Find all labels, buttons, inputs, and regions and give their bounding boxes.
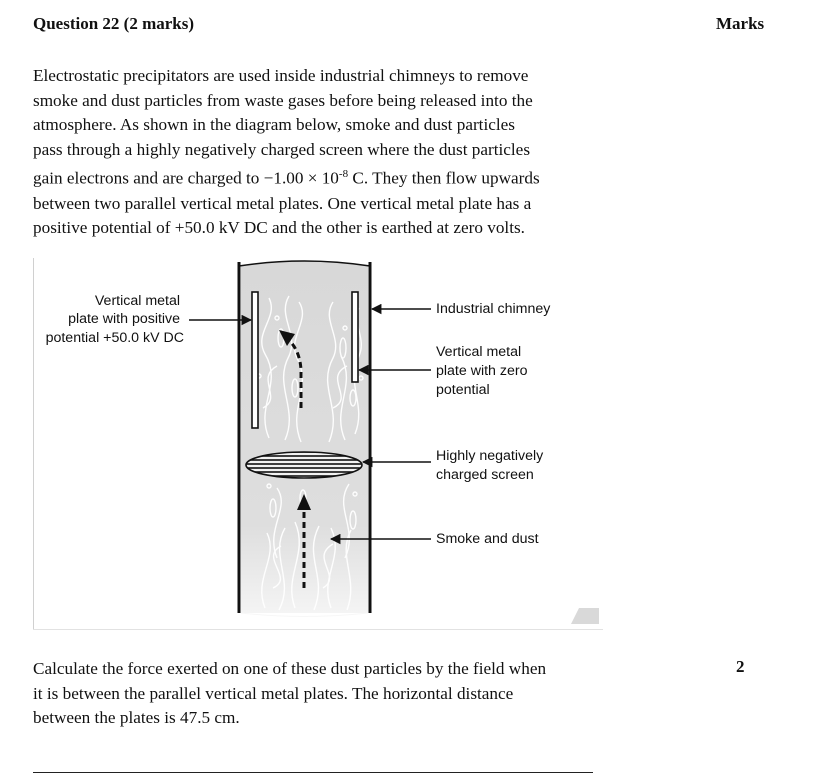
intro-line: positive potential of +50.0 kV DC and th… bbox=[33, 218, 525, 238]
precipitator-diagram: Vertical metal plate with positive poten… bbox=[33, 258, 603, 630]
intro-line: pass through a highly negatively charged… bbox=[33, 139, 531, 159]
calc-line: between the plates is 47.5 cm. bbox=[33, 708, 240, 728]
charge-suffix: C. They then flow upwards bbox=[348, 169, 540, 189]
calc-line: Calculate the force exerted on one of th… bbox=[33, 659, 547, 678]
intro-line: smoke and dust particles from waste gase… bbox=[33, 90, 533, 110]
chimney-label: Industrial chimney bbox=[436, 301, 551, 317]
corner-mark-icon bbox=[571, 608, 599, 624]
marks-header: Marks bbox=[716, 14, 765, 33]
calculation-prompt: Calculate the force exerted on one of th… bbox=[33, 657, 643, 731]
intro-line: atmosphere. As shown in the diagram belo… bbox=[33, 115, 515, 135]
smoke-label: Smoke and dust bbox=[436, 531, 539, 547]
intro-line: between two parallel vertical metal plat… bbox=[33, 193, 532, 213]
upward-flow-arrow-icon bbox=[297, 494, 311, 588]
charge-exponent: -8 bbox=[338, 168, 349, 181]
positive-metal-plate bbox=[251, 291, 259, 429]
zero-plate-label: Vertical metal plate with zero potential bbox=[436, 344, 531, 398]
screen-label: Highly negatively charged screen bbox=[436, 448, 547, 483]
curved-flow-arrow-icon bbox=[279, 330, 303, 408]
calc-line: it is between the parallel vertical meta… bbox=[33, 683, 514, 703]
zero-potential-metal-plate bbox=[351, 291, 359, 383]
intro-line: gain electrons and are charged to −1.00 … bbox=[33, 162, 633, 191]
positive-plate-label: Vertical metal plate with positive poten… bbox=[46, 293, 184, 346]
answer-line[interactable] bbox=[33, 772, 593, 773]
question-title: Question 22 (2 marks) bbox=[33, 14, 195, 33]
charge-text: gain electrons and are charged to −1.00 … bbox=[33, 169, 339, 189]
marks-value: 2 bbox=[736, 657, 745, 676]
intro-line: Electrostatic precipitators are used ins… bbox=[33, 66, 529, 85]
question-intro: Electrostatic precipitators are used ins… bbox=[33, 64, 633, 241]
negatively-charged-screen bbox=[245, 451, 363, 479]
